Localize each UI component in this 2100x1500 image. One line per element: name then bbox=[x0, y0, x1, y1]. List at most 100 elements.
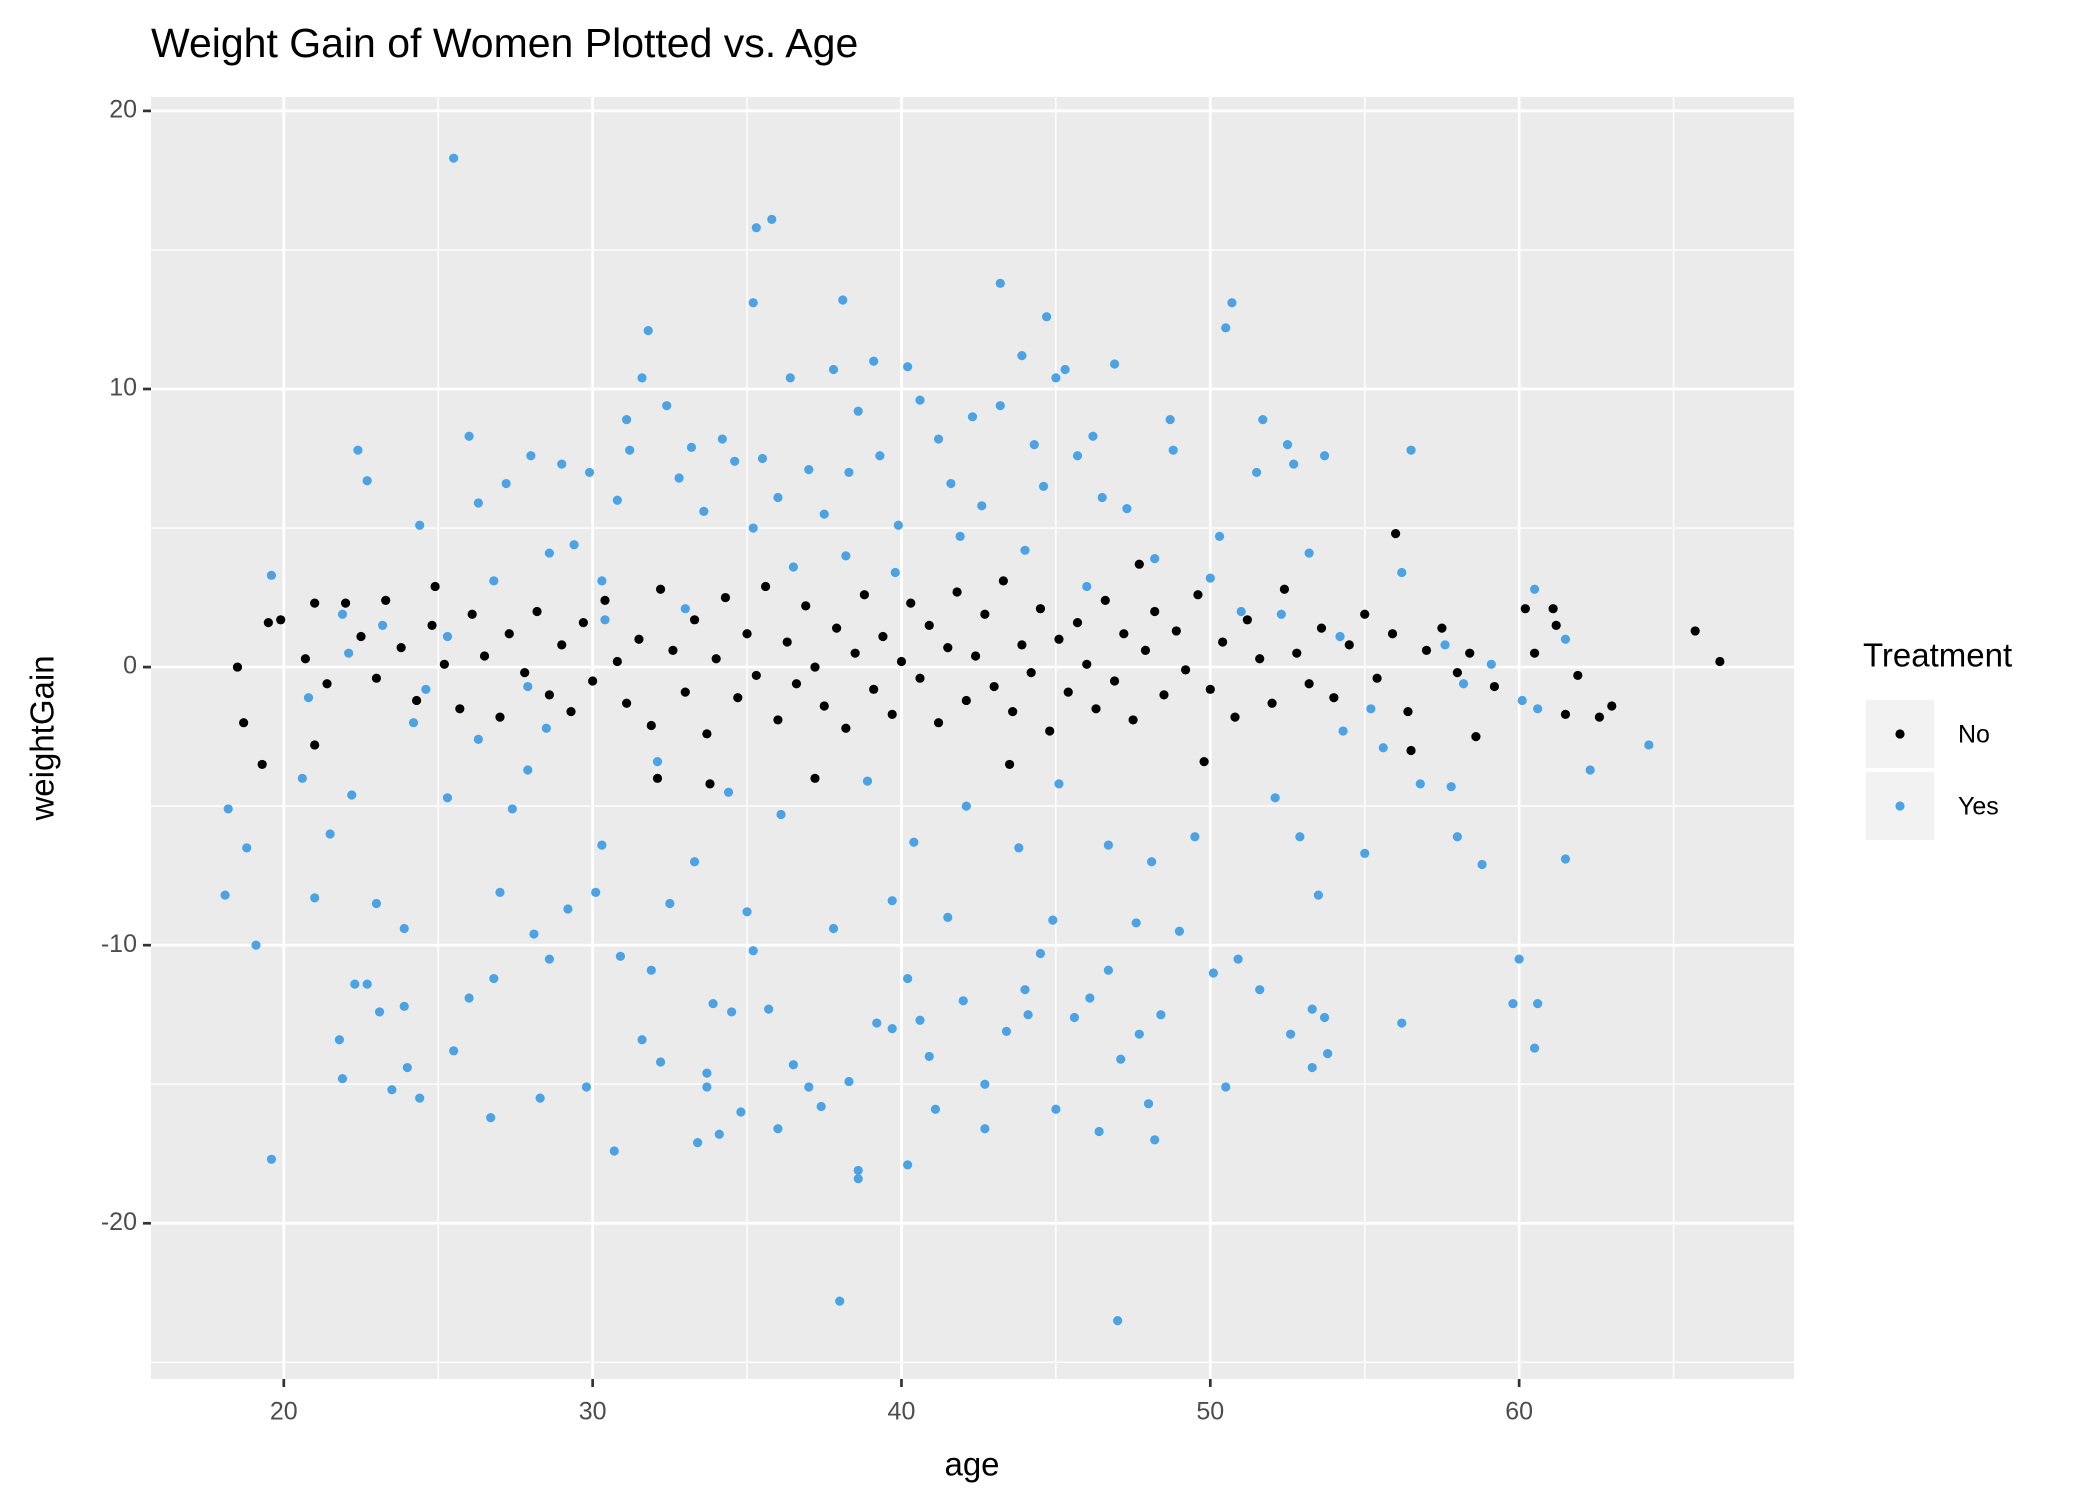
point bbox=[612, 495, 622, 505]
point bbox=[1258, 414, 1268, 425]
point bbox=[1085, 993, 1095, 1003]
point bbox=[995, 278, 1005, 288]
point bbox=[600, 615, 610, 625]
point bbox=[961, 801, 971, 811]
point bbox=[495, 712, 505, 722]
point bbox=[337, 1074, 348, 1084]
point bbox=[526, 451, 536, 461]
point bbox=[637, 1035, 647, 1045]
point bbox=[263, 617, 273, 628]
point bbox=[1051, 373, 1061, 383]
point bbox=[1218, 637, 1228, 647]
point bbox=[1715, 656, 1725, 667]
point bbox=[816, 1101, 826, 1112]
point bbox=[1415, 779, 1425, 789]
point bbox=[810, 662, 820, 672]
point bbox=[622, 698, 632, 708]
point bbox=[242, 843, 252, 853]
point bbox=[1282, 440, 1293, 450]
point bbox=[668, 645, 678, 656]
point bbox=[819, 701, 829, 711]
point bbox=[788, 1060, 798, 1070]
point bbox=[1304, 548, 1314, 558]
point bbox=[411, 695, 422, 706]
point bbox=[652, 773, 663, 783]
point bbox=[906, 598, 916, 608]
point bbox=[1205, 573, 1215, 583]
point bbox=[893, 520, 903, 530]
point bbox=[1119, 629, 1129, 639]
point bbox=[1520, 604, 1530, 614]
point bbox=[1072, 617, 1083, 628]
point bbox=[767, 214, 777, 224]
point bbox=[1143, 1099, 1154, 1109]
point bbox=[723, 787, 734, 797]
point bbox=[378, 620, 388, 630]
point bbox=[748, 298, 758, 308]
point bbox=[387, 1085, 397, 1095]
point bbox=[699, 506, 709, 516]
point bbox=[903, 362, 913, 372]
point bbox=[310, 740, 320, 750]
point bbox=[464, 993, 474, 1003]
point bbox=[449, 1046, 459, 1056]
point bbox=[1048, 915, 1058, 925]
point bbox=[1221, 1082, 1231, 1092]
point bbox=[1279, 584, 1290, 594]
point bbox=[223, 804, 233, 814]
point bbox=[464, 431, 474, 441]
point bbox=[1471, 732, 1481, 742]
point bbox=[396, 643, 406, 653]
point bbox=[266, 570, 277, 580]
point bbox=[1406, 745, 1416, 756]
point bbox=[1403, 706, 1413, 717]
point bbox=[1072, 451, 1083, 461]
point bbox=[1054, 634, 1064, 644]
point bbox=[1397, 1018, 1407, 1028]
point bbox=[1295, 832, 1305, 842]
point bbox=[322, 679, 332, 689]
point bbox=[819, 509, 829, 519]
point bbox=[652, 757, 663, 767]
point bbox=[748, 523, 758, 533]
point bbox=[875, 451, 885, 461]
point bbox=[776, 809, 786, 820]
point bbox=[544, 548, 554, 558]
points bbox=[220, 153, 1725, 1326]
point bbox=[943, 643, 953, 653]
y-tick-label: -10 bbox=[101, 930, 137, 958]
point bbox=[828, 364, 839, 375]
point bbox=[1533, 704, 1543, 714]
point bbox=[1486, 659, 1496, 669]
point bbox=[903, 1160, 913, 1170]
point bbox=[655, 1057, 666, 1067]
point bbox=[1329, 693, 1339, 703]
point bbox=[1230, 712, 1240, 722]
point bbox=[1319, 451, 1330, 461]
point bbox=[541, 723, 551, 733]
point bbox=[427, 620, 437, 630]
point bbox=[970, 651, 981, 661]
point bbox=[473, 498, 483, 508]
point bbox=[344, 648, 354, 658]
point bbox=[1267, 698, 1277, 708]
point bbox=[751, 670, 761, 681]
point bbox=[381, 595, 391, 605]
point bbox=[853, 1165, 863, 1176]
point bbox=[473, 734, 483, 744]
point bbox=[1252, 467, 1262, 478]
point bbox=[581, 1082, 592, 1092]
point bbox=[801, 601, 811, 611]
point bbox=[872, 1018, 882, 1028]
point bbox=[1004, 759, 1015, 770]
point bbox=[1421, 645, 1432, 656]
point bbox=[1289, 459, 1299, 469]
point bbox=[1378, 743, 1388, 753]
y-tick-label: 0 bbox=[123, 652, 137, 680]
point bbox=[557, 459, 567, 469]
point bbox=[239, 718, 249, 728]
point bbox=[730, 456, 740, 466]
legend-marker bbox=[1895, 729, 1905, 739]
point bbox=[773, 715, 783, 725]
point bbox=[655, 584, 666, 594]
